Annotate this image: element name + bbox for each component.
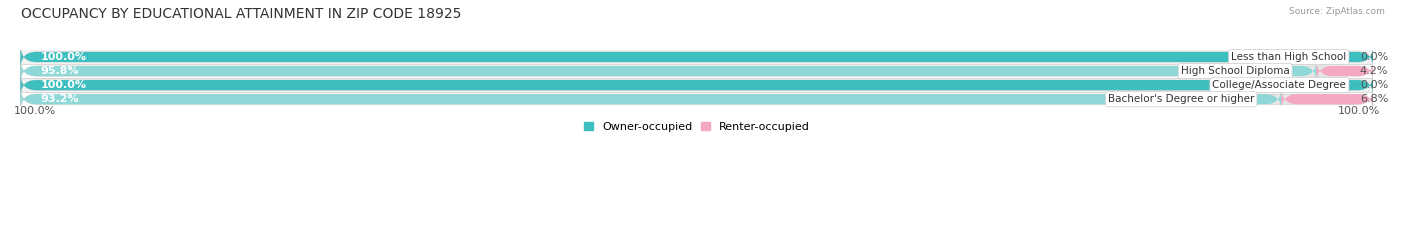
FancyBboxPatch shape	[21, 73, 1374, 97]
FancyBboxPatch shape	[1281, 87, 1374, 111]
Text: 93.2%: 93.2%	[41, 94, 79, 104]
Text: College/Associate Degree: College/Associate Degree	[1212, 80, 1347, 90]
Text: 0.0%: 0.0%	[1360, 52, 1388, 62]
FancyBboxPatch shape	[21, 73, 1374, 97]
FancyBboxPatch shape	[21, 45, 1374, 69]
Text: 6.8%: 6.8%	[1360, 94, 1388, 104]
Text: Bachelor's Degree or higher: Bachelor's Degree or higher	[1108, 94, 1254, 104]
Text: 100.0%: 100.0%	[1339, 106, 1381, 116]
Bar	[21, 50, 1374, 64]
Text: 100.0%: 100.0%	[41, 52, 87, 62]
Text: 4.2%: 4.2%	[1360, 66, 1388, 76]
Text: 100.0%: 100.0%	[14, 106, 56, 116]
FancyBboxPatch shape	[21, 87, 1374, 111]
Legend: Owner-occupied, Renter-occupied: Owner-occupied, Renter-occupied	[583, 122, 810, 132]
FancyBboxPatch shape	[21, 59, 1316, 83]
Text: 100.0%: 100.0%	[41, 80, 87, 90]
Text: 0.0%: 0.0%	[1360, 80, 1388, 90]
Text: 95.8%: 95.8%	[41, 66, 79, 76]
FancyBboxPatch shape	[21, 59, 1374, 83]
Bar	[21, 92, 1374, 106]
FancyBboxPatch shape	[1316, 59, 1374, 83]
Text: Less than High School: Less than High School	[1232, 52, 1347, 62]
Bar	[21, 78, 1374, 92]
Text: Source: ZipAtlas.com: Source: ZipAtlas.com	[1289, 7, 1385, 16]
Bar	[21, 64, 1374, 78]
FancyBboxPatch shape	[21, 45, 1374, 69]
Text: High School Diploma: High School Diploma	[1181, 66, 1289, 76]
FancyBboxPatch shape	[21, 87, 1281, 111]
Text: OCCUPANCY BY EDUCATIONAL ATTAINMENT IN ZIP CODE 18925: OCCUPANCY BY EDUCATIONAL ATTAINMENT IN Z…	[21, 7, 461, 21]
